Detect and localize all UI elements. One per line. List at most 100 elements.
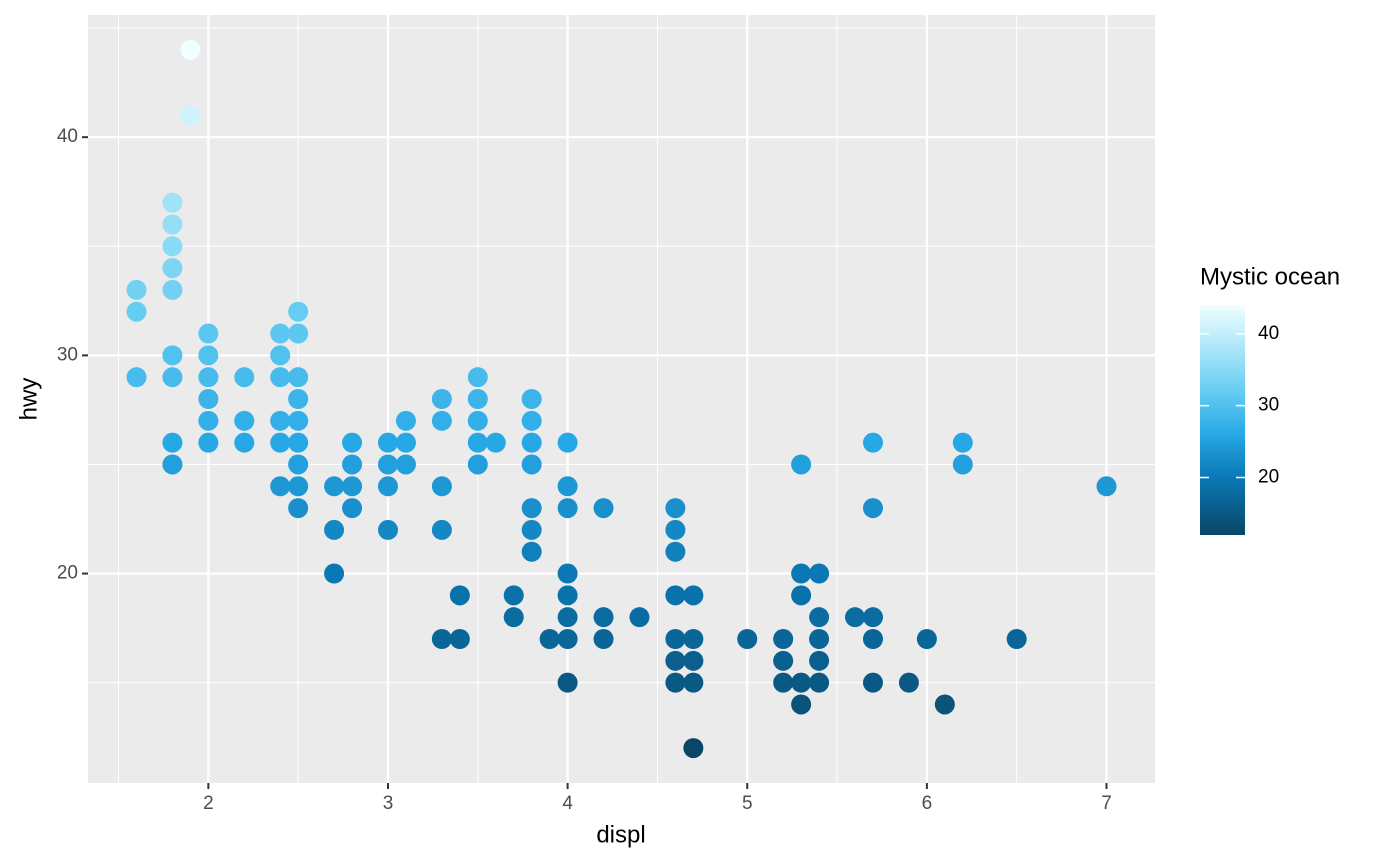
point bbox=[557, 629, 578, 649]
point bbox=[665, 498, 686, 519]
point bbox=[557, 432, 578, 453]
point bbox=[234, 410, 255, 431]
point bbox=[683, 629, 704, 649]
point bbox=[916, 629, 937, 649]
point bbox=[791, 585, 812, 606]
point bbox=[791, 454, 812, 475]
point bbox=[198, 345, 219, 366]
point bbox=[593, 607, 614, 628]
point bbox=[324, 563, 345, 584]
point bbox=[1096, 476, 1117, 497]
point bbox=[1006, 629, 1027, 649]
point bbox=[845, 607, 866, 628]
point bbox=[162, 214, 183, 235]
point bbox=[342, 498, 363, 519]
point bbox=[234, 367, 255, 388]
point bbox=[557, 672, 578, 693]
point bbox=[162, 345, 183, 366]
point bbox=[324, 476, 345, 497]
point bbox=[377, 454, 398, 475]
point bbox=[342, 476, 363, 497]
point bbox=[809, 563, 830, 584]
point bbox=[521, 519, 542, 540]
point bbox=[431, 629, 452, 649]
point bbox=[342, 454, 363, 475]
point bbox=[270, 345, 291, 366]
point bbox=[898, 672, 919, 693]
point bbox=[198, 432, 219, 453]
point bbox=[521, 498, 542, 519]
point bbox=[809, 672, 830, 693]
panel bbox=[88, 15, 1155, 783]
point bbox=[521, 389, 542, 409]
point bbox=[162, 192, 183, 213]
point bbox=[809, 607, 830, 628]
x-tick-label: 6 bbox=[922, 793, 933, 814]
point bbox=[521, 541, 542, 562]
point bbox=[288, 476, 309, 497]
point bbox=[377, 519, 398, 540]
point bbox=[773, 629, 794, 649]
point bbox=[862, 432, 883, 453]
x-tick-label: 4 bbox=[562, 793, 573, 814]
point bbox=[180, 39, 201, 60]
x-tick-label: 5 bbox=[742, 793, 753, 814]
point bbox=[557, 498, 578, 519]
point bbox=[198, 323, 219, 344]
x-tick-label: 2 bbox=[203, 793, 214, 814]
point bbox=[557, 585, 578, 606]
x-axis-label: displ bbox=[596, 821, 645, 848]
point bbox=[449, 629, 470, 649]
point bbox=[162, 367, 183, 388]
point bbox=[288, 301, 309, 322]
point bbox=[665, 629, 686, 649]
point bbox=[862, 498, 883, 519]
point bbox=[162, 236, 183, 257]
point bbox=[324, 519, 345, 540]
legend-tick-label: 30 bbox=[1258, 395, 1279, 416]
point bbox=[467, 389, 488, 409]
point bbox=[521, 432, 542, 453]
point bbox=[791, 563, 812, 584]
point bbox=[377, 432, 398, 453]
point bbox=[809, 629, 830, 649]
legend-title: Mystic ocean bbox=[1200, 263, 1340, 290]
point bbox=[162, 454, 183, 475]
point bbox=[288, 432, 309, 453]
x-tick-label: 3 bbox=[383, 793, 394, 814]
y-tick-label: 20 bbox=[57, 563, 78, 584]
y-tick-label: 40 bbox=[57, 126, 78, 147]
point bbox=[270, 323, 291, 344]
point bbox=[270, 476, 291, 497]
x-tick-label: 7 bbox=[1101, 793, 1112, 814]
point bbox=[198, 367, 219, 388]
point bbox=[288, 498, 309, 519]
point bbox=[288, 454, 309, 475]
point bbox=[862, 629, 883, 649]
point bbox=[629, 607, 650, 628]
point bbox=[593, 629, 614, 649]
point bbox=[126, 301, 147, 322]
point bbox=[467, 454, 488, 475]
point bbox=[683, 650, 704, 671]
point bbox=[665, 650, 686, 671]
point bbox=[288, 389, 309, 409]
point bbox=[665, 519, 686, 540]
point bbox=[431, 476, 452, 497]
legend-tick-label: 40 bbox=[1258, 323, 1279, 344]
point bbox=[485, 432, 506, 453]
point bbox=[952, 432, 973, 453]
point bbox=[665, 672, 686, 693]
point bbox=[557, 607, 578, 628]
y-axis-label: hwy bbox=[15, 378, 42, 421]
point bbox=[862, 607, 883, 628]
point bbox=[198, 410, 219, 431]
point bbox=[395, 432, 416, 453]
point bbox=[270, 367, 291, 388]
point bbox=[431, 389, 452, 409]
point bbox=[539, 629, 560, 649]
legend-tick-label: 20 bbox=[1258, 467, 1279, 488]
point bbox=[162, 432, 183, 453]
point bbox=[162, 258, 183, 279]
